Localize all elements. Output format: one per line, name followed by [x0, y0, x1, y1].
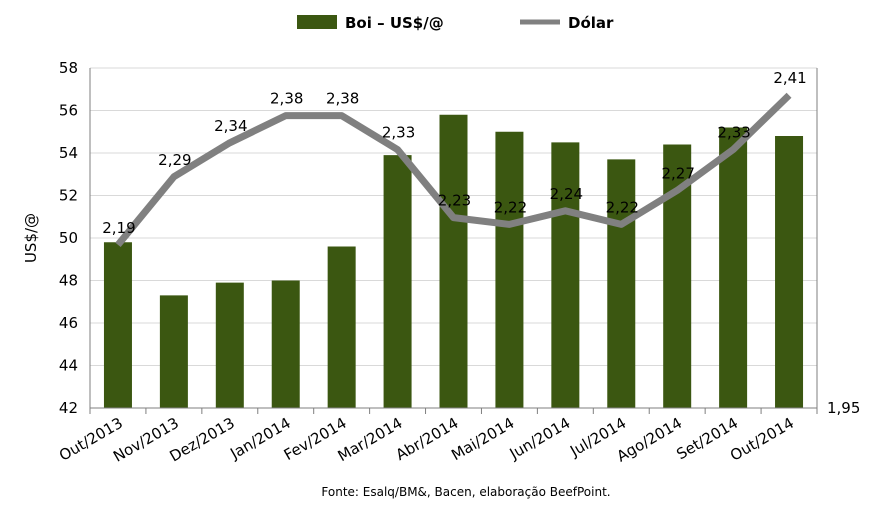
bar — [327, 246, 356, 408]
dolar-data-label: 2,34 — [214, 117, 247, 135]
x-tick-label: Mai/2014 — [448, 414, 517, 464]
y-tick-label: 50 — [59, 229, 78, 247]
bar — [383, 155, 412, 408]
legend-bar-label: Boi – US$/@ — [345, 14, 444, 32]
dolar-data-label: 2,41 — [773, 69, 806, 87]
bar — [607, 159, 636, 408]
bar — [271, 280, 300, 408]
y-axis-ticks: 42 44 46 48 50 52 54 56 58 — [59, 59, 78, 417]
y-axis-title: US$/@ — [22, 213, 40, 263]
bar-series — [103, 114, 804, 408]
dolar-data-label: 2,19 — [102, 219, 135, 237]
y-tick-label: 58 — [59, 59, 78, 77]
x-tick-label: Jun/2014 — [506, 414, 574, 463]
dolar-data-label: 2,27 — [661, 164, 694, 182]
x-axis-ticks: Out/2013Nov/2013Dez/2013Jan/2014Fev/2014… — [56, 414, 797, 466]
bar — [775, 136, 804, 408]
data-labels: 2,19 2,29 2,34 2,38 2,38 2,33 2,23 2,22 2,24 2,22… — [102, 69, 806, 237]
dolar-data-label: 2,38 — [326, 90, 359, 108]
y-tick-label: 44 — [59, 357, 78, 375]
y-tick-label: 48 — [59, 272, 78, 290]
y2-tick-label: 1,95 — [827, 399, 860, 417]
line-series — [115, 92, 792, 248]
x-tick-label: Mar/2014 — [335, 414, 406, 465]
bar — [551, 142, 580, 408]
y-tick-label: 52 — [59, 187, 78, 205]
bar — [719, 127, 748, 408]
bar — [215, 282, 244, 408]
bar — [439, 114, 468, 408]
y-tick-label: 56 — [59, 102, 78, 120]
dolar-data-label: 2,23 — [438, 192, 471, 210]
x-tick-label: Abr/2014 — [393, 414, 462, 464]
legend: Boi – US$/@ Dólar — [297, 14, 614, 32]
dolar-data-label: 2,22 — [606, 198, 639, 216]
source-note: Fonte: Esalq/BM&, Bacen, elaboração Beef… — [321, 485, 610, 499]
axes — [89, 68, 818, 414]
dolar-data-label: 2,24 — [550, 185, 583, 203]
y-tick-label: 42 — [59, 399, 78, 417]
y2-axis-ticks: 1,95 — [827, 399, 860, 417]
dolar-data-label: 2,33 — [717, 124, 750, 142]
legend-line-label: Dólar — [568, 14, 614, 32]
y-tick-label: 54 — [59, 144, 78, 162]
dolar-data-label: 2,22 — [494, 198, 527, 216]
bar — [495, 131, 524, 408]
dolar-data-label: 2,38 — [270, 90, 303, 108]
x-tick-label: Jan/2014 — [226, 414, 293, 463]
bar — [159, 295, 188, 408]
y-tick-label: 46 — [59, 314, 78, 332]
dolar-data-label: 2,33 — [382, 124, 415, 142]
bar — [103, 242, 132, 408]
dolar-data-label: 2,29 — [158, 151, 191, 169]
x-tick-label: Out/2014 — [727, 414, 797, 465]
legend-bar-swatch — [297, 15, 337, 29]
